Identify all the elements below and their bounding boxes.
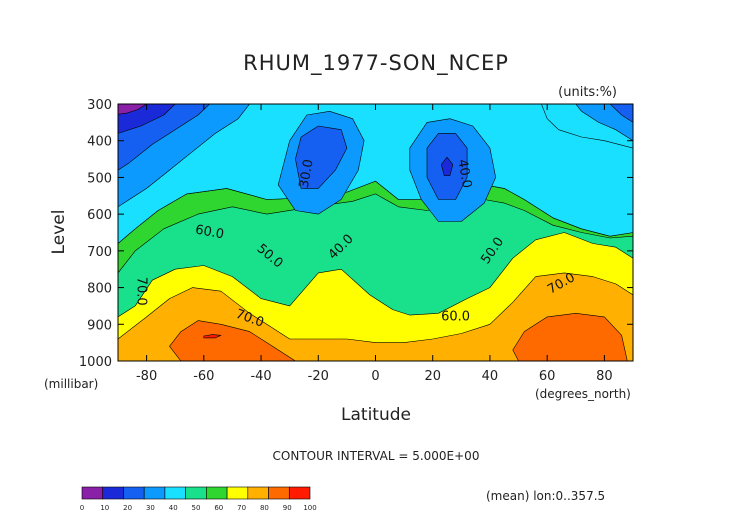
y-tick-label: 700 xyxy=(87,245,112,260)
colorbar-swatch xyxy=(143,486,166,500)
contour-labels: 30.040.040.050.050.060.060.070.070.070.0 xyxy=(133,158,577,331)
contour-band-5 xyxy=(169,320,296,361)
y-axis-label: Level xyxy=(49,210,69,255)
colorbar-label: 0 xyxy=(80,504,84,512)
axes: -80 -60 -40 -20 0 20 40 60 80 300 400 500 600 700 800 9… xyxy=(79,98,634,384)
colorbar-swatch xyxy=(81,486,104,500)
y-unit-label: (millibar) xyxy=(44,377,98,391)
contour-label-7: 60.0 xyxy=(441,309,470,324)
colorbar-label: 40 xyxy=(169,504,178,512)
colorbar-label: 90 xyxy=(283,504,292,512)
footnote-text: (mean) lon:0..357.5 xyxy=(486,489,605,503)
colorbar-swatch xyxy=(268,486,290,500)
x-tick-label: 20 xyxy=(424,369,441,384)
contour-band-16 xyxy=(609,104,633,123)
contour-band-18 xyxy=(440,156,454,176)
x-tick-label: -20 xyxy=(308,369,329,384)
colorbar-swatch xyxy=(123,486,145,500)
y-tick-label: 500 xyxy=(87,171,112,186)
x-axis-label: Latitude xyxy=(341,405,411,425)
contour-band-19 xyxy=(118,104,147,115)
contour-interval-text: CONTOUR INTERVAL = 5.000E+00 xyxy=(273,449,480,463)
x-unit-label: (degrees_north) xyxy=(535,387,631,401)
contour-band-7 xyxy=(203,334,222,339)
colorbar-swatch xyxy=(247,486,269,500)
colorbar-label: 60 xyxy=(214,504,223,512)
units-label: (units:%) xyxy=(558,85,617,100)
contour-label-6: 60.0 xyxy=(194,223,225,243)
colorbar-label: 100 xyxy=(303,504,316,512)
x-tick-label: 40 xyxy=(482,369,499,384)
contour-label-1: 30.0 xyxy=(297,158,317,189)
colorbar-swatch xyxy=(185,486,207,500)
y-tick-label: 900 xyxy=(87,318,112,333)
colorbar-swatch xyxy=(288,486,311,500)
y-tick-label: 600 xyxy=(87,208,112,223)
x-tick-label: 80 xyxy=(596,369,613,384)
contour-band-13 xyxy=(295,125,348,189)
plot-area xyxy=(118,104,633,361)
colorbar-label: 30 xyxy=(146,504,155,512)
colorbar-swatch xyxy=(102,486,124,500)
x-tick-label: 0 xyxy=(371,369,379,384)
contour-band-6 xyxy=(512,312,628,361)
y-tick-label: 300 xyxy=(87,98,112,113)
colorbar-label: 10 xyxy=(100,504,109,512)
contour-label-10: 70.0 xyxy=(133,277,148,306)
contour-band-12 xyxy=(575,104,633,141)
colorbar-swatch xyxy=(226,486,249,500)
y-tick-label: 800 xyxy=(87,282,112,297)
x-tick-label: -60 xyxy=(193,369,214,384)
y-tick-label: 400 xyxy=(87,135,112,150)
colorbar-label: 70 xyxy=(237,504,246,512)
x-tick-label: -40 xyxy=(250,369,271,384)
colorbar-swatch xyxy=(164,486,186,500)
contour-label-3: 40.0 xyxy=(454,158,474,189)
colorbar-label: 80 xyxy=(260,504,269,512)
y-tick-label: 1000 xyxy=(79,355,112,370)
colorbar-label: 20 xyxy=(123,504,132,512)
colorbar-label: 50 xyxy=(192,504,201,512)
colorbar: 0 10 20 30 40 50 60 70 80 90 100 xyxy=(80,486,317,512)
colorbar-swatch xyxy=(206,486,228,500)
x-tick-label: -80 xyxy=(136,369,157,384)
chart-title: RHUM_1977-SON_NCEP xyxy=(243,51,509,76)
x-tick-label: 60 xyxy=(539,369,556,384)
